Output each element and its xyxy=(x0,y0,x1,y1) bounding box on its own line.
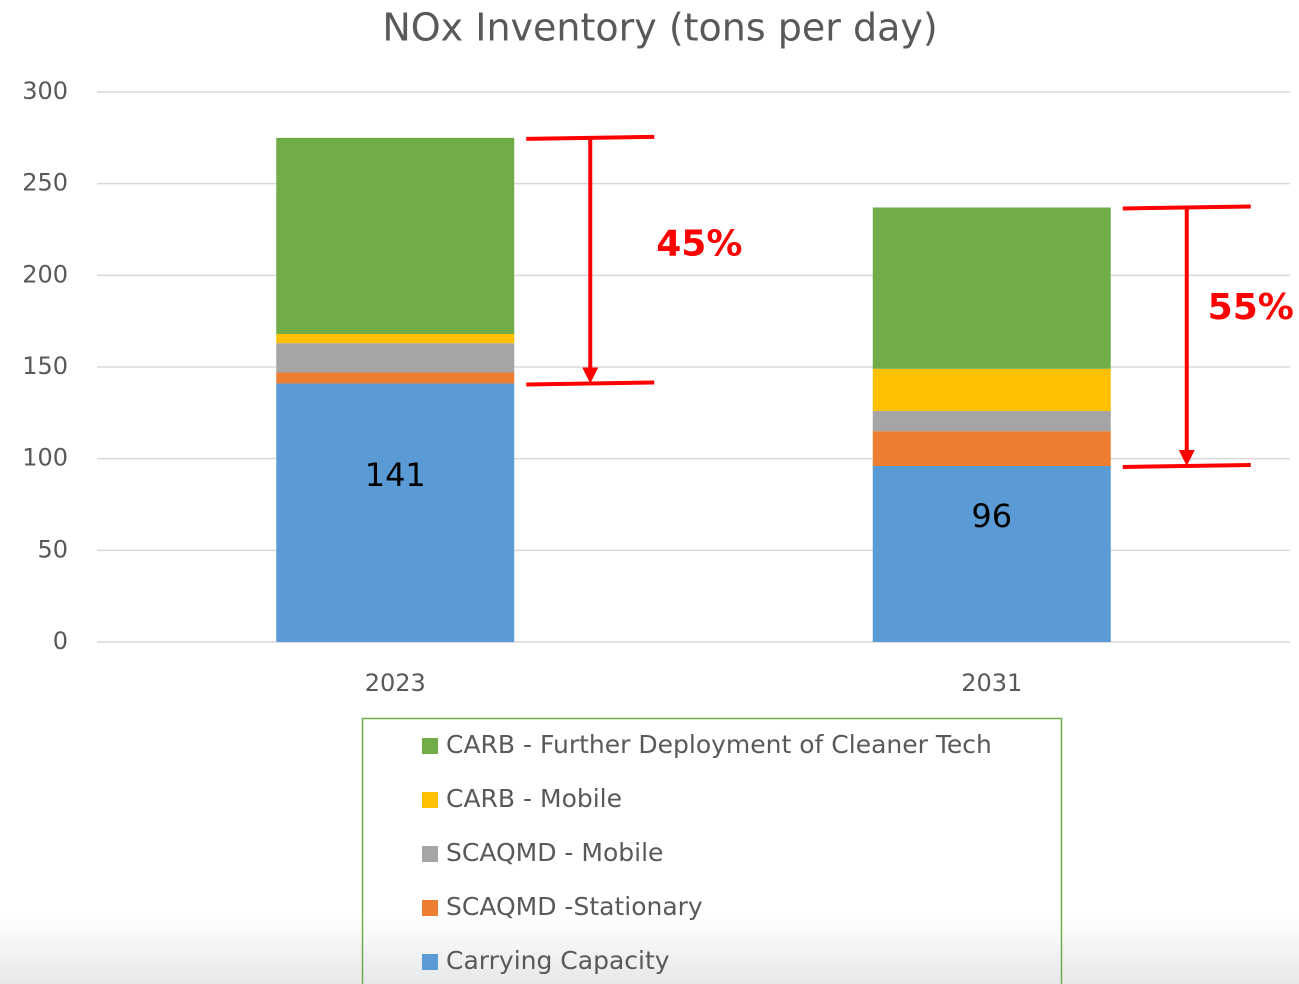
y-tick-label: 200 xyxy=(22,260,68,288)
bar-segment xyxy=(276,343,515,373)
legend-label: SCAQMD -Stationary xyxy=(446,892,703,921)
annotation: 45% xyxy=(656,224,742,265)
legend-swatch xyxy=(422,738,438,754)
bar-segment xyxy=(872,431,1111,466)
bar-segment xyxy=(276,383,515,642)
bar-segment xyxy=(276,372,515,384)
legend-label: Carrying Capacity xyxy=(446,946,670,975)
legend-swatch xyxy=(422,900,438,916)
bar-segment xyxy=(276,334,515,344)
y-tick-label: 250 xyxy=(22,169,68,197)
annotation: 55% xyxy=(1208,287,1294,328)
legend-label: SCAQMD - Mobile xyxy=(446,838,663,867)
legend-box xyxy=(361,717,1063,984)
arrow-head xyxy=(582,367,599,384)
legend-swatch xyxy=(422,792,438,808)
legend-label: CARB - Further Deployment of Cleaner Tec… xyxy=(446,730,992,759)
bar-segment xyxy=(872,207,1111,369)
data-label: 141 xyxy=(365,456,426,494)
y-tick-label: 150 xyxy=(22,352,68,380)
legend-swatch xyxy=(422,954,438,970)
y-tick-label: 300 xyxy=(22,77,68,105)
bar-segment xyxy=(872,368,1111,411)
x-tick-label: 2023 xyxy=(365,669,426,697)
arrow-head xyxy=(1178,450,1195,466)
y-tick-label: 50 xyxy=(37,535,68,563)
bar-segment xyxy=(872,411,1111,432)
chart-title: NOx Inventory (tons per day) xyxy=(382,6,937,50)
y-tick-label: 0 xyxy=(53,627,68,655)
y-tick-label: 100 xyxy=(22,444,68,472)
legend-swatch xyxy=(422,846,438,862)
data-label: 96 xyxy=(971,497,1012,535)
legend-label: CARB - Mobile xyxy=(446,784,622,813)
bar-segment xyxy=(872,466,1111,642)
bar-segment xyxy=(276,137,515,334)
x-tick-label: 2031 xyxy=(961,669,1022,697)
